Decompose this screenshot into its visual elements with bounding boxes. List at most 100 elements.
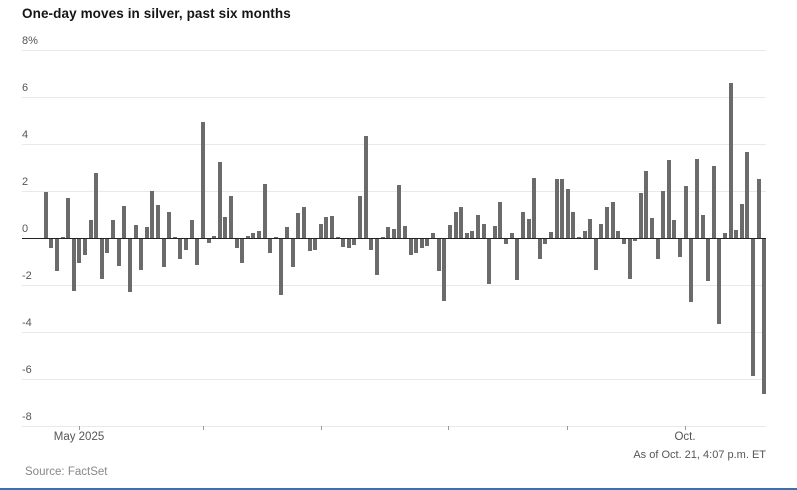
bar-69 bbox=[431, 233, 435, 238]
bar-38 bbox=[257, 230, 261, 238]
bar-105 bbox=[633, 239, 637, 242]
bar-84 bbox=[515, 239, 519, 281]
bar-80 bbox=[493, 226, 497, 238]
bar-82 bbox=[504, 239, 508, 244]
bar-60 bbox=[381, 236, 385, 238]
bar-52 bbox=[336, 236, 340, 238]
bar-81 bbox=[498, 201, 502, 238]
bar-42 bbox=[279, 239, 283, 296]
bar-1 bbox=[49, 239, 53, 249]
bar-68 bbox=[425, 239, 429, 247]
bar-91 bbox=[555, 179, 559, 238]
bar-66 bbox=[414, 239, 418, 254]
bar-110 bbox=[661, 191, 665, 238]
bar-118 bbox=[706, 239, 710, 282]
bar-107 bbox=[644, 171, 648, 238]
bar-90 bbox=[549, 232, 553, 238]
bar-9 bbox=[94, 173, 98, 238]
bar-96 bbox=[583, 230, 587, 238]
month-tick-3 bbox=[448, 426, 449, 430]
bar-114 bbox=[684, 186, 688, 238]
bar-30 bbox=[212, 235, 216, 238]
bar-109 bbox=[656, 239, 660, 259]
bar-88 bbox=[538, 239, 542, 259]
bar-18 bbox=[145, 227, 149, 238]
bar-13 bbox=[117, 239, 121, 267]
bar-2 bbox=[55, 239, 59, 271]
bar-122 bbox=[729, 82, 733, 238]
month-tick-1 bbox=[203, 426, 204, 430]
bar-33 bbox=[229, 195, 233, 238]
bar-27 bbox=[195, 239, 199, 265]
bar-34 bbox=[235, 239, 239, 249]
bar-11 bbox=[105, 239, 109, 254]
bar-119 bbox=[712, 166, 716, 238]
bar-67 bbox=[420, 239, 424, 249]
bar-4 bbox=[66, 198, 70, 238]
bar-56 bbox=[358, 195, 362, 238]
y-axis-label-4: 4 bbox=[22, 129, 32, 142]
month-tick-5 bbox=[685, 426, 686, 430]
chart-title: One-day moves in silver, past six months bbox=[22, 6, 291, 21]
bar-45 bbox=[296, 213, 300, 238]
gridline-8 bbox=[22, 50, 766, 51]
bar-31 bbox=[218, 161, 222, 238]
bar-53 bbox=[341, 239, 345, 248]
bar-40 bbox=[268, 239, 272, 254]
bar-3 bbox=[61, 236, 65, 238]
bar-7 bbox=[83, 239, 87, 256]
bar-28 bbox=[201, 121, 205, 238]
bar-123 bbox=[734, 229, 738, 238]
bar-22 bbox=[167, 212, 171, 238]
bar-97 bbox=[588, 219, 592, 238]
bar-112 bbox=[672, 220, 676, 238]
gridline-6 bbox=[22, 97, 766, 98]
bar-58 bbox=[369, 239, 373, 250]
bar-29 bbox=[207, 239, 211, 243]
bar-49 bbox=[319, 223, 323, 238]
bar-0 bbox=[44, 192, 48, 238]
plot-area: 8% 6 4 2 0 -2 -4 -6 -8 May 2025 Oct. bbox=[22, 35, 766, 443]
gridline-2 bbox=[22, 191, 766, 192]
x-axis-label-may-2025: May 2025 bbox=[53, 431, 105, 443]
bar-86 bbox=[527, 219, 531, 238]
bar-93 bbox=[566, 188, 570, 238]
bar-98 bbox=[594, 239, 598, 270]
gridline--4 bbox=[22, 332, 766, 333]
month-tick-2 bbox=[321, 426, 322, 430]
bar-41 bbox=[274, 236, 278, 238]
bar-23 bbox=[173, 236, 177, 238]
bar-127 bbox=[757, 179, 761, 238]
bar-125 bbox=[745, 152, 749, 238]
bar-10 bbox=[100, 239, 104, 279]
bar-44 bbox=[291, 239, 295, 268]
bar-87 bbox=[532, 178, 536, 238]
bar-19 bbox=[150, 191, 154, 238]
bar-61 bbox=[386, 227, 390, 238]
bar-32 bbox=[223, 216, 227, 238]
bar-5 bbox=[72, 239, 76, 291]
bar-92 bbox=[560, 179, 564, 238]
bar-124 bbox=[740, 203, 744, 238]
bar-77 bbox=[476, 214, 480, 238]
bar-8 bbox=[89, 220, 93, 238]
bar-117 bbox=[701, 214, 705, 238]
y-axis-label-0: 0 bbox=[22, 223, 32, 236]
bar-21 bbox=[162, 239, 166, 268]
gridline-4 bbox=[22, 144, 766, 145]
bar-12 bbox=[111, 220, 115, 238]
bar-95 bbox=[577, 236, 581, 238]
bar-75 bbox=[465, 233, 469, 238]
bar-48 bbox=[313, 239, 317, 250]
bar-39 bbox=[263, 183, 267, 238]
y-axis-label-2: 2 bbox=[22, 176, 32, 189]
bar-83 bbox=[510, 233, 514, 238]
bar-25 bbox=[184, 239, 188, 250]
bar-111 bbox=[667, 160, 671, 238]
y-axis-label--2: -2 bbox=[22, 270, 35, 283]
bar-106 bbox=[639, 193, 643, 238]
bar-20 bbox=[156, 205, 160, 238]
bar-113 bbox=[678, 239, 682, 257]
bar-16 bbox=[134, 225, 138, 238]
bar-37 bbox=[251, 233, 255, 238]
